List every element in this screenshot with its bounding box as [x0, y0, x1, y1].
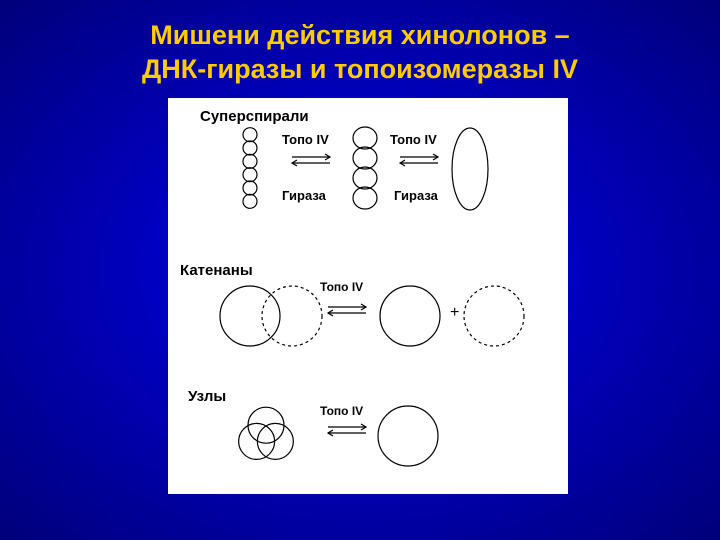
diagram-svg: [0, 0, 720, 540]
slide-root: Мишени действия хинолонов – ДНК-гиразы и…: [0, 0, 720, 540]
